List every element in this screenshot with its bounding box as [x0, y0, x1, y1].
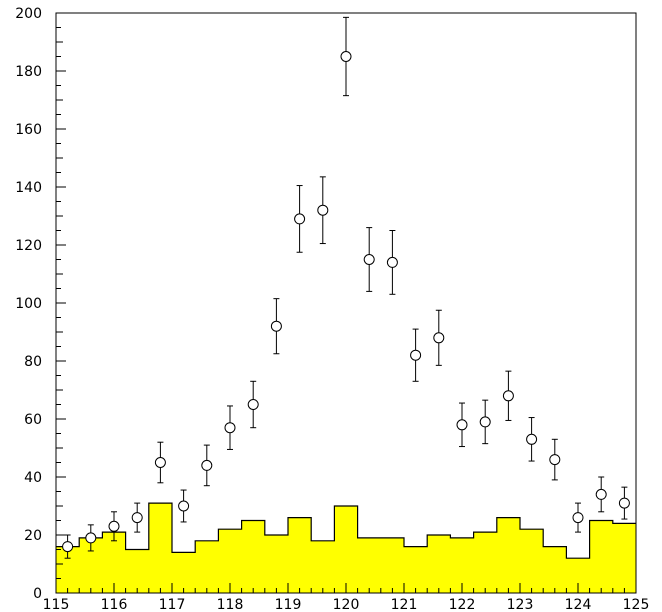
point-marker [386, 256, 398, 268]
data-point [433, 309, 445, 366]
data-point [224, 405, 236, 450]
point-marker [294, 213, 306, 225]
data-point [386, 230, 398, 295]
point-marker [247, 399, 259, 410]
y-tick-label: 160 [15, 122, 42, 138]
x-tick-label: 118 [217, 597, 244, 612]
y-tick-label: 40 [24, 470, 42, 486]
point-marker [410, 349, 422, 361]
y-tick-label: 20 [24, 528, 42, 544]
histogram-layer [56, 502, 636, 593]
data-point [456, 402, 468, 448]
y-tick-label: 200 [15, 6, 42, 22]
point-marker [595, 488, 607, 500]
point-marker [317, 204, 329, 216]
data-point [317, 176, 329, 245]
x-tick-labels: 115 116 117 118 119 120 121 122 123 124 125 [43, 597, 650, 612]
point-marker [479, 416, 491, 428]
histogram-fill [56, 503, 636, 593]
point-marker [62, 541, 74, 553]
data-point [154, 441, 166, 484]
x-tick-label: 123 [507, 597, 534, 612]
axis-ticks [55, 12, 637, 594]
data-point [410, 328, 422, 382]
data-point [363, 227, 375, 292]
point-marker [456, 419, 468, 431]
data-point [479, 399, 491, 445]
histogram-outline [56, 502, 636, 559]
x-tick-label: 119 [275, 597, 302, 612]
y-tick-label: 140 [15, 180, 42, 196]
point-marker [224, 422, 236, 434]
data-point [247, 380, 259, 429]
data-point [108, 511, 120, 542]
point-marker [618, 497, 630, 509]
data-point [131, 502, 143, 533]
data-point [549, 438, 561, 481]
point-marker [270, 320, 282, 332]
point-marker [178, 500, 190, 512]
x-tick-label: 120 [333, 597, 360, 612]
data-point [201, 444, 213, 487]
point-marker [340, 51, 352, 62]
point-marker [85, 532, 97, 544]
data-point [340, 16, 352, 97]
data-point [85, 524, 97, 552]
y-tick-label: 180 [15, 64, 42, 80]
x-tick-label: 115 [43, 597, 70, 612]
point-marker [154, 457, 166, 468]
x-tick-label: 124 [565, 597, 592, 612]
point-marker [363, 254, 375, 265]
data-points-layer [62, 16, 630, 559]
data-point [270, 298, 282, 355]
y-tick-label: 0 [33, 586, 42, 602]
point-marker [131, 512, 143, 524]
point-marker [526, 433, 538, 445]
x-tick-label: 125 [623, 597, 650, 612]
x-tick-label: 116 [101, 597, 128, 612]
x-tick-label: 121 [391, 597, 418, 612]
point-marker [108, 520, 120, 532]
data-point [178, 489, 190, 523]
y-tick-label: 80 [24, 354, 42, 370]
y-tick-labels: 0 20 40 60 80 100 120 140 160 180 200 [15, 6, 42, 602]
point-marker [433, 332, 445, 344]
y-tick-label: 120 [15, 238, 42, 254]
data-point [618, 486, 630, 520]
y-tick-label: 100 [15, 296, 42, 312]
point-marker [549, 454, 561, 466]
point-marker [572, 512, 584, 524]
data-point [502, 370, 514, 421]
data-point [526, 417, 538, 462]
y-tick-label: 60 [24, 412, 42, 428]
x-tick-label: 122 [449, 597, 476, 612]
point-marker [201, 459, 213, 471]
data-point [572, 502, 584, 533]
data-point [595, 476, 607, 513]
data-point [294, 185, 306, 253]
point-marker [502, 390, 514, 402]
x-tick-label: 117 [159, 597, 186, 612]
